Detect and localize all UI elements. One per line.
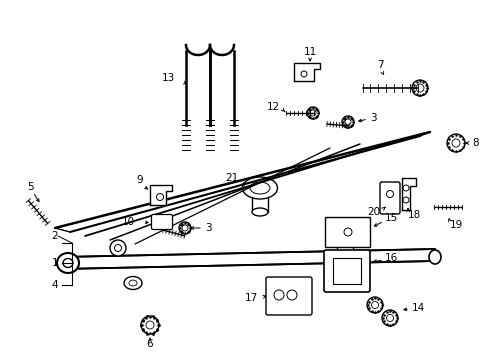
Text: 11: 11	[303, 47, 316, 57]
Text: 18: 18	[407, 210, 420, 220]
Text: 20: 20	[366, 207, 379, 217]
Text: 13: 13	[162, 73, 175, 83]
Text: 17: 17	[244, 293, 258, 303]
Polygon shape	[401, 178, 415, 210]
FancyBboxPatch shape	[324, 250, 369, 292]
Ellipse shape	[428, 250, 440, 264]
Text: 6: 6	[146, 339, 153, 349]
Text: 12: 12	[266, 102, 280, 112]
Text: 3: 3	[369, 113, 376, 123]
Text: 4: 4	[51, 280, 58, 290]
Polygon shape	[293, 63, 319, 81]
Text: 5: 5	[27, 182, 33, 192]
Text: 7: 7	[376, 60, 383, 70]
Text: 16: 16	[384, 253, 397, 263]
FancyBboxPatch shape	[265, 277, 311, 315]
Circle shape	[110, 240, 126, 256]
Polygon shape	[150, 185, 172, 205]
Ellipse shape	[251, 208, 267, 216]
FancyBboxPatch shape	[379, 182, 399, 214]
Ellipse shape	[57, 253, 79, 273]
Text: 14: 14	[411, 303, 425, 313]
Text: 1: 1	[51, 258, 58, 268]
Text: 8: 8	[471, 138, 478, 148]
Bar	[336, 225, 352, 270]
Text: 3: 3	[204, 223, 211, 233]
Bar	[332, 258, 360, 284]
Text: 9: 9	[137, 175, 143, 185]
Text: 2: 2	[51, 231, 58, 241]
Text: 15: 15	[384, 213, 397, 223]
Bar	[325, 217, 369, 247]
Text: 19: 19	[449, 220, 462, 230]
Text: 10: 10	[122, 217, 135, 227]
FancyBboxPatch shape	[151, 215, 172, 230]
Text: 21: 21	[224, 173, 238, 183]
